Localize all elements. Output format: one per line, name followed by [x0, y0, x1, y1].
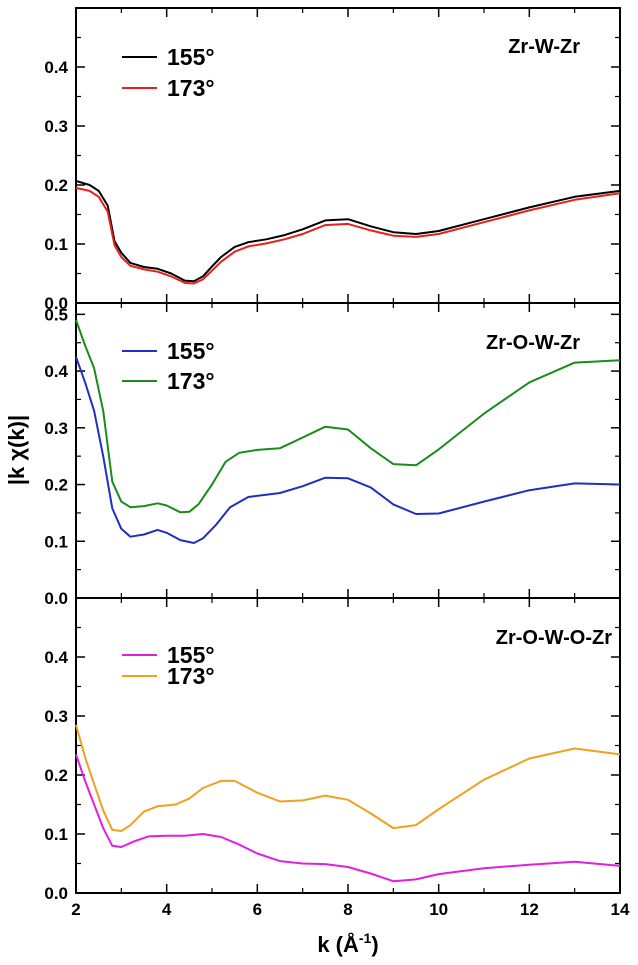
y-tick-label: 0.5 [44, 305, 68, 324]
y-tick-label: 0.0 [44, 589, 68, 608]
panel-title: Zr-W-Zr [508, 36, 580, 58]
series-line-173 [75, 724, 621, 832]
panel-1-plot: 0.0 0.1 0.2 0.3 0.4 [44, 8, 621, 313]
legend-label-173: 173° [167, 75, 215, 101]
x-tick-label: 4 [162, 900, 172, 919]
x-axis-label-close: ) [371, 932, 378, 957]
series-line-155 [75, 179, 621, 283]
panel-2-plot: 0.0 0.1 0.2 0.3 0.4 0.5 [44, 303, 621, 608]
legend-label-173: 173° [167, 368, 215, 394]
series-line-173 [75, 186, 621, 285]
x-tick-label: 14 [611, 900, 630, 919]
panel-title: Zr-O-W-O-Zr [496, 627, 612, 649]
x-tick-label: 2 [71, 900, 80, 919]
x-tick-label: 12 [520, 900, 539, 919]
panel-zr-o-w-o-zr: Zr-O-W-O-Zr 155° 173° [75, 597, 621, 894]
x-axis-label: k (Å-1) [317, 930, 378, 957]
y-tick-label: 0.4 [44, 58, 68, 77]
y-tick-label: 0.1 [44, 532, 68, 551]
panel-title: Zr-O-W-Zr [486, 332, 580, 354]
legend-label-155: 155° [167, 642, 215, 668]
x-axis-label-superscript: -1 [359, 930, 372, 946]
y-tick-label: 0.4 [44, 362, 68, 381]
y-axis-label: |k χ(k)| [4, 415, 29, 485]
y-tick-label: 0.2 [44, 176, 68, 195]
series-line-155 [75, 754, 621, 883]
series-line-173 [75, 319, 621, 514]
panel-zr-w-zr: Zr-W-Zr 155° 173° [75, 7, 621, 304]
y-tick-label: 0.3 [44, 707, 68, 726]
y-tick-label: 0.2 [44, 766, 68, 785]
y-tick-label: 0.0 [44, 884, 68, 903]
legend: 155° 173° [122, 642, 215, 689]
legend-label-173: 173° [167, 663, 215, 689]
chart-marks: 0.00.10.20.30.40.00.10.20.30.40.50.00.10… [44, 8, 630, 919]
series-line-155 [75, 356, 621, 544]
y-tick-label: 0.0 [44, 294, 68, 313]
x-tick-label: 6 [253, 900, 262, 919]
y-tick-label: 0.1 [44, 235, 68, 254]
y-tick-label: 0.2 [44, 476, 68, 495]
x-tick-label: 8 [343, 900, 352, 919]
legend-label-155: 155° [167, 338, 215, 364]
y-tick-label: 0.3 [44, 419, 68, 438]
x-axis-label-main: k (Å [317, 931, 359, 957]
y-tick-label: 0.4 [44, 648, 68, 667]
x-tick-label: 10 [429, 900, 448, 919]
panel-zr-o-w-zr: Zr-O-W-Zr 155° 173° [75, 302, 621, 599]
y-tick-label: 0.1 [44, 825, 68, 844]
panel-3-plot: 0.0 0.1 0.2 0.3 0.4 2 4 6 8 10 12 14 [44, 598, 630, 919]
legend: 155° 173° [122, 44, 215, 101]
legend-label-155: 155° [167, 44, 215, 70]
legend: 155° 173° [122, 338, 215, 394]
y-tick-label: 0.3 [44, 117, 68, 136]
